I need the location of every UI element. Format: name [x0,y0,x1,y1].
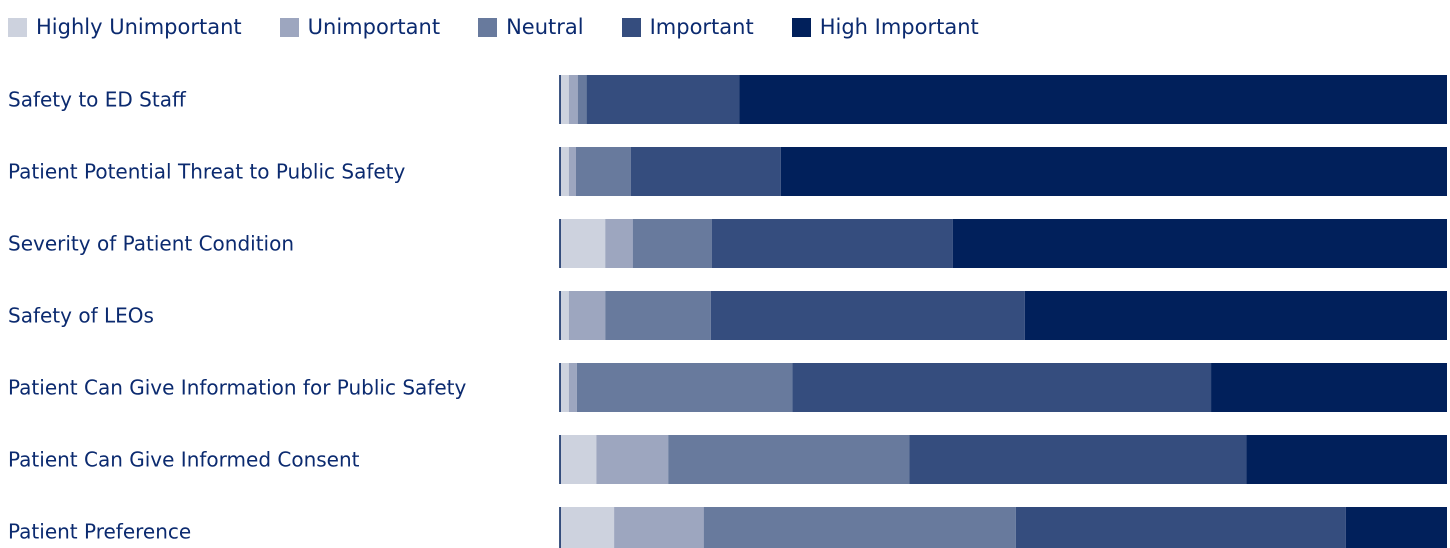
legend-swatch [8,17,27,37]
bar-segment [596,435,669,484]
legend: Highly Unimportant Unimportant Neutral Impo… [8,12,979,42]
category-label: Patient Preference [8,520,191,544]
bar-segment [575,147,631,196]
category-label: Patient Can Give Information for Public … [8,376,466,400]
bar-segment [909,435,1247,484]
bar-segment [560,219,606,268]
legend-swatch [791,17,811,37]
legend-item: High Important [791,15,979,39]
bar-segment [560,507,615,548]
legend-label: Unimportant [307,15,441,39]
legend-item: Neutral [478,15,584,39]
legend-swatch [279,17,299,37]
bar-segment [560,435,597,484]
bar-segment [780,147,1447,196]
bar-segment [710,291,1025,340]
legend-label: Highly Unimportant [36,15,242,39]
bar-segment [560,291,569,340]
bar-segment [560,147,569,196]
bar-segment [1024,291,1447,340]
bar-segment [576,363,793,412]
bar-segment [577,75,587,124]
bar-segment [1015,507,1346,548]
bar-segment [668,435,910,484]
bar-segment [605,219,633,268]
category-label: Safety to ED Staff [8,88,187,112]
bar-segment [560,363,569,412]
legend-label: High Important [819,15,979,39]
bar-segment [568,75,578,124]
legend-swatch [478,17,498,37]
legend-label: Neutral [506,15,584,39]
bar-segment [630,147,781,196]
category-label: Patient Can Give Informed Consent [8,448,360,472]
legend-label: Important [649,15,754,39]
bar-segment [792,363,1212,412]
bar-segment [568,147,576,196]
bar-segment [568,363,577,412]
bar-segment [1211,363,1447,412]
legend-item: Important [621,15,754,39]
bar-segment [739,75,1447,124]
category-label: Patient Potential Threat to Public Safet… [8,160,406,184]
bar-segment [1345,507,1447,548]
legend-item: Unimportant [279,15,441,39]
category-label: Severity of Patient Condition [8,232,294,256]
bar-segment [952,219,1447,268]
bar-segment [711,219,953,268]
bar-segment [632,219,712,268]
bar-segment [586,75,740,124]
bar-segment [605,291,711,340]
bar-segment [560,75,569,124]
legend-swatch [621,17,641,37]
bar-segment [1246,435,1447,484]
legend-item: Highly Unimportant [8,15,242,39]
bar-segment [614,507,704,548]
bar-segment [568,291,606,340]
bar-segment [703,507,1016,548]
category-label: Safety of LEOs [8,304,154,328]
